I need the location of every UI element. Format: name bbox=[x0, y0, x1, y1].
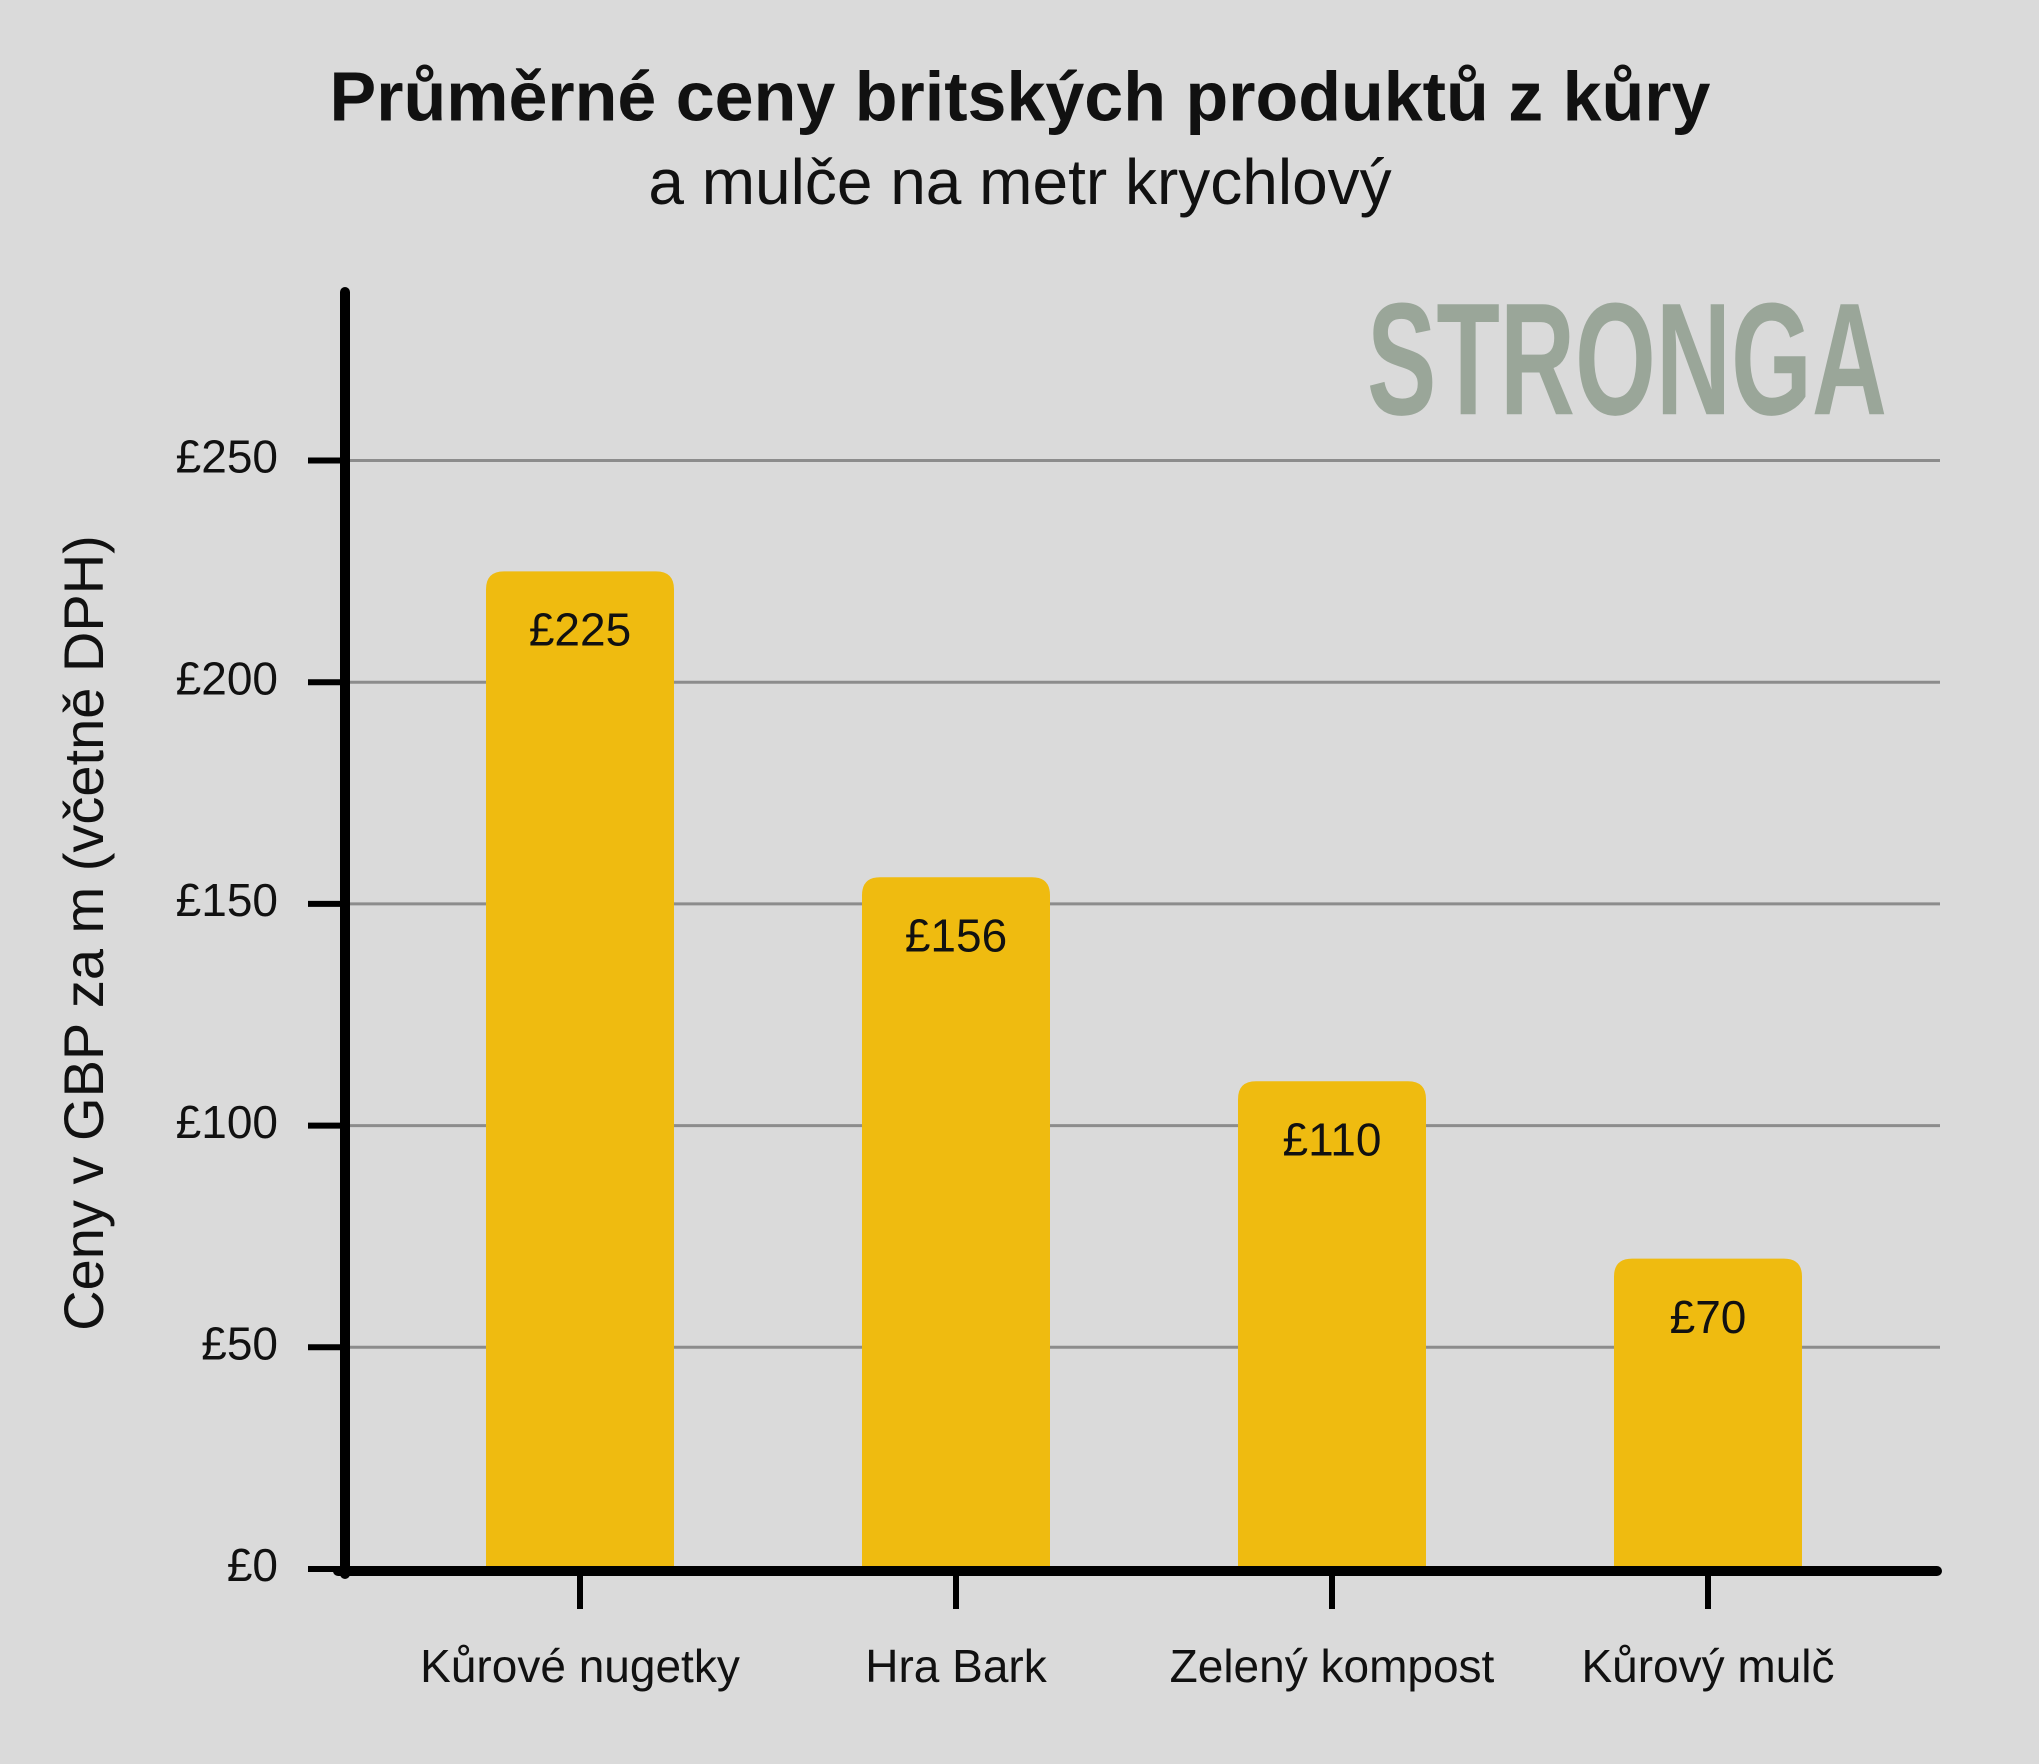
value-label: £110 bbox=[1283, 1113, 1382, 1165]
bar bbox=[486, 571, 674, 1569]
x-tick-label: Kůrové nugetky bbox=[420, 1640, 740, 1692]
x-tick-label: Zelený kompost bbox=[1170, 1640, 1495, 1692]
bar bbox=[1614, 1258, 1802, 1569]
bar bbox=[862, 877, 1050, 1569]
watermark: STRONGA bbox=[1367, 269, 1887, 448]
y-tick-label: £200 bbox=[176, 652, 278, 704]
y-tick-label: £100 bbox=[176, 1096, 278, 1148]
y-tick-label: £0 bbox=[227, 1539, 278, 1591]
chart-subtitle: a mulče na metr krychlový bbox=[648, 146, 1391, 218]
x-tick-label: Hra Bark bbox=[865, 1640, 1047, 1692]
bar bbox=[1238, 1081, 1426, 1569]
y-axis-label: Ceny v GBP za m (včetně DPH) bbox=[52, 535, 115, 1331]
value-label: £70 bbox=[1670, 1291, 1747, 1343]
chart-title: Průměrné ceny britských produktů z kůry bbox=[330, 57, 1711, 135]
value-label: £156 bbox=[905, 909, 1007, 961]
y-tick-label: £150 bbox=[176, 874, 278, 926]
x-tick-label: Kůrový mulč bbox=[1581, 1640, 1834, 1692]
value-label: £225 bbox=[529, 604, 631, 656]
y-tick-label: £50 bbox=[201, 1317, 278, 1369]
y-tick-label: £250 bbox=[176, 431, 278, 483]
